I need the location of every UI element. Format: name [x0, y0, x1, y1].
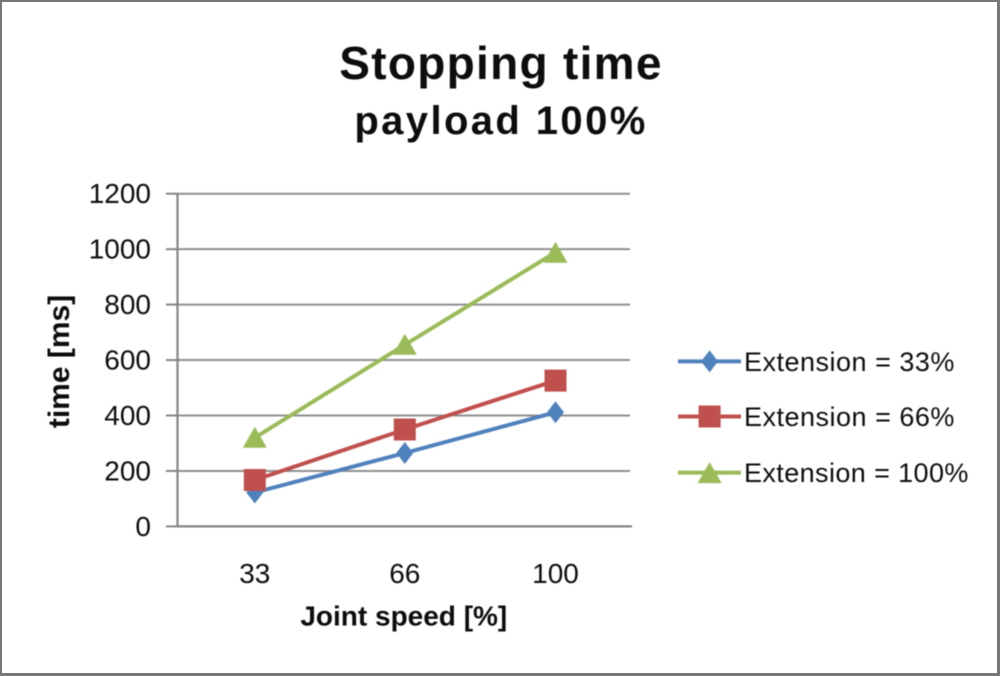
svg-text:0: 0 [135, 511, 151, 542]
svg-text:Extension = 33%: Extension = 33% [744, 347, 955, 377]
svg-text:100: 100 [532, 558, 579, 589]
svg-text:600: 600 [104, 345, 151, 376]
svg-text:time [ms]: time [ms] [43, 295, 76, 428]
svg-text:payload 100%: payload 100% [354, 99, 647, 143]
svg-text:33: 33 [239, 558, 270, 589]
svg-text:800: 800 [104, 289, 151, 320]
svg-text:1200: 1200 [89, 178, 151, 209]
svg-text:Joint speed [%]: Joint speed [%] [300, 601, 507, 632]
svg-text:200: 200 [104, 456, 151, 487]
svg-text:1000: 1000 [89, 234, 151, 265]
svg-text:Extension = 100%: Extension = 100% [744, 458, 969, 488]
svg-text:66: 66 [389, 558, 420, 589]
svg-text:400: 400 [104, 400, 151, 431]
svg-text:Stopping time: Stopping time [339, 37, 663, 89]
svg-text:Extension = 66%: Extension = 66% [744, 402, 955, 432]
